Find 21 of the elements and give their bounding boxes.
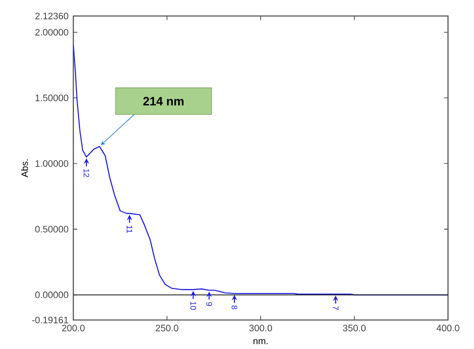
y-tick-label: 1.50000	[36, 94, 68, 102]
y-tick-label: 0.50000	[35, 226, 68, 233]
annotation: 11	[126, 226, 132, 234]
x-tick-label: 250.0	[156, 324, 178, 332]
y-tick-label: -0.19161	[32, 316, 68, 324]
y-tick-label: 2.00000	[35, 29, 68, 36]
y-axis-title: Abs.	[21, 160, 28, 178]
annotation: 9	[206, 302, 212, 306]
x-tick-label: 200.0	[62, 324, 85, 332]
x-tick-label: 300.0	[249, 324, 272, 332]
annotation: 12	[84, 169, 90, 178]
annotation: 214 nm	[143, 97, 184, 106]
y-tick-label: 1.00000	[36, 160, 68, 168]
x-tick-label: 350.0	[343, 324, 366, 332]
y-tick-label: 2.12360	[35, 12, 68, 20]
y-tick-label: 0.00000	[35, 292, 68, 298]
annotation: 10	[190, 302, 196, 310]
annotation: 8	[232, 306, 238, 310]
annotation: 7	[332, 306, 338, 310]
x-tick-label: 400.0	[436, 324, 460, 332]
x-axis-title: nm.	[254, 339, 268, 344]
